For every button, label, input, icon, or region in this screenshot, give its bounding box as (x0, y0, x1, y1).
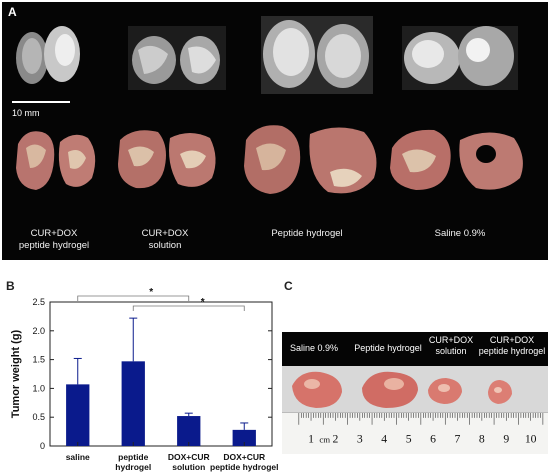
scale-bar (12, 101, 70, 103)
panel-b-letter: B (6, 279, 15, 293)
y-tick-label: 0.5 (32, 412, 45, 422)
group-label-cur-dox-solution: CUR+DOX solution (141, 228, 189, 251)
ruler: 1 2 3 4 5 6 7 8 9 10 cm (282, 412, 548, 454)
tissue-saline (390, 129, 523, 190)
photo-label-peptide-hydrogel: Peptide hydrogel (354, 343, 422, 353)
panel-c-tumor-photo: C Saline 0.9% Peptide hydrogel CUR+DOX s… (282, 276, 548, 472)
panel-a-letter: A (8, 5, 17, 19)
ruler-number: 10 (525, 432, 537, 445)
photo-label-cur-dox-solution: CUR+DOX solution (428, 335, 474, 356)
bar (66, 384, 90, 446)
y-tick-label: 2.5 (32, 297, 45, 307)
tumor-specimens (282, 366, 548, 412)
significance-marker: * (201, 297, 205, 308)
significance-bracket (77, 295, 190, 301)
significance-marker: * (149, 287, 153, 298)
group-label-saline: Saline 0.9% (434, 228, 486, 239)
ruler-number: 4 (381, 432, 387, 445)
tissue-cur-dox-hydrogel (16, 131, 96, 190)
ruler-unit: cm (319, 434, 330, 444)
ruler-number: 7 (455, 432, 461, 445)
tumor-weight-chart: 0 0.5 1.0 1.5 2.0 2.5 Tumor weight (g) saline pe… (10, 287, 278, 472)
ruler-number: 6 (430, 432, 436, 445)
panel-b-bar-chart: 0 0.5 1.0 1.5 2.0 2.5 Tumor weight (g) saline pe… (2, 276, 280, 472)
group-label-cur-dox-hydrogel: CUR+DOX peptide hydrogel (18, 228, 90, 251)
photo-label-strip: Saline 0.9% Peptide hydrogel CUR+DOX sol… (282, 332, 548, 366)
x-tick-label: DOX+CUR (223, 452, 265, 462)
ruler-number: 2 (333, 432, 339, 445)
bar (232, 429, 256, 446)
ruler-number: 1 (308, 432, 314, 445)
photo-label-saline: Saline 0.9% (289, 343, 339, 353)
y-tick-label: 1.0 (32, 383, 45, 393)
x-tick-label: saline (66, 452, 90, 462)
y-tick-label: 1.5 (32, 355, 45, 365)
ruler-number: 8 (479, 432, 485, 445)
mri-scan-peptide-hydrogel (261, 16, 373, 94)
bar (121, 361, 145, 446)
x-tick-label: peptide hydrogel (210, 462, 278, 472)
x-tick-label: DOX+CUR (168, 452, 210, 462)
ruler-number: 9 (503, 432, 509, 445)
excised-tumor-photo: Saline 0.9% Peptide hydrogel CUR+DOX sol… (282, 332, 548, 454)
y-tick-label: 0 (40, 441, 45, 451)
x-tick-label: hydrogel (115, 462, 151, 472)
y-axis-label: Tumor weight (g) (10, 329, 22, 418)
group-label-peptide-hydrogel: Peptide hydrogel (271, 228, 343, 239)
ruler-number: 5 (406, 432, 412, 445)
scale-bar-label: 10 mm (12, 108, 40, 118)
x-tick-label: peptide (118, 452, 148, 462)
tumor-peptide-hydrogel (362, 371, 418, 408)
plot-frame (49, 301, 273, 447)
x-tick-label: solution (172, 462, 205, 472)
tissue-cur-dox-solution (118, 130, 216, 189)
tissue-peptide-hydrogel (244, 125, 377, 194)
mri-scan-cur-dox-hydrogel (16, 26, 80, 84)
bar (177, 416, 201, 446)
photo-label-cur-dox-hydrogel: CUR+DOX peptide hydrogel (478, 335, 546, 356)
significance-bracket (132, 305, 245, 311)
tumor-saline (292, 371, 342, 408)
panel-c-letter: C (284, 279, 293, 293)
mri-scan-cur-dox-solution (128, 26, 226, 90)
ruler-number: 3 (357, 432, 363, 445)
y-tick-label: 2.0 (32, 326, 45, 336)
mri-scan-saline (402, 26, 518, 90)
panel-a-image-composite: A 10 mm (2, 2, 548, 260)
